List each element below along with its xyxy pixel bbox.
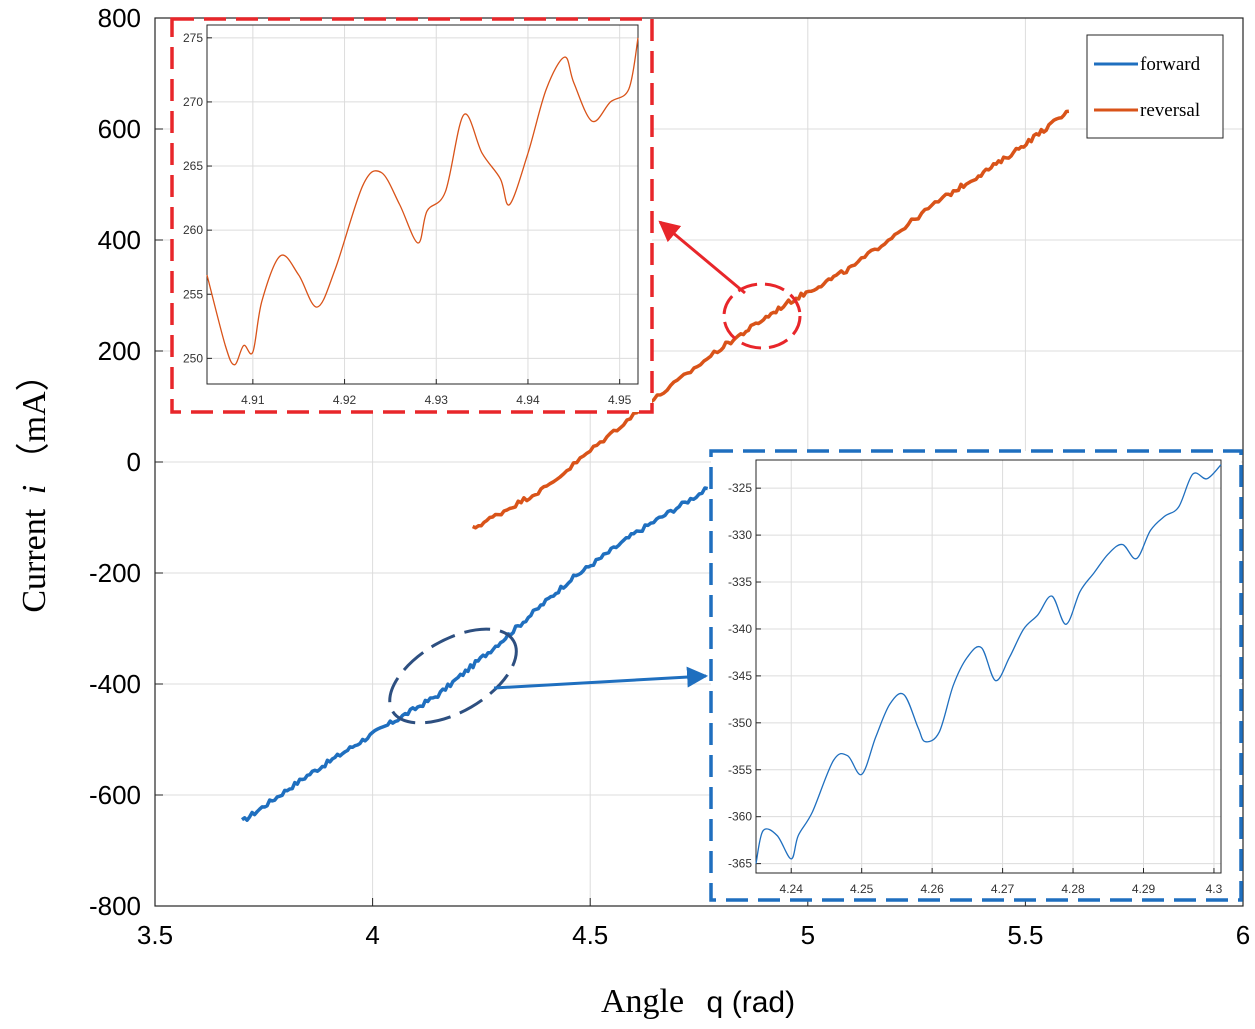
- main-y-tick-label: 400: [98, 225, 141, 255]
- forward-inset-plot: 4.24 4.25 4.26 4.27 4.28 4.29 4.3 -365 -360 -355 -…: [728, 459, 1223, 896]
- forward-inset-y-tick-label: -330: [728, 528, 752, 542]
- forward-inset-x-tick-label: 4.28: [1061, 882, 1085, 896]
- legend-box: [1086, 34, 1224, 139]
- reversal-inset-y-tick-label: 255: [183, 287, 203, 301]
- reversal-inset-x-tick-label: 4.93: [425, 393, 449, 407]
- main-y-axis: -800 -600 -400 -200 0 200 400 600 800: [89, 3, 163, 921]
- forward-inset-x-tick-label: 4.27: [991, 882, 1015, 896]
- main-series-reversal: [471, 109, 1070, 530]
- y-axis-title-unit: （mA）: [15, 357, 53, 476]
- forward-inset-y-tick-label: -325: [728, 481, 752, 495]
- x-axis-title-text: Angle: [601, 983, 684, 1020]
- reversal-inset-y-tick-label: 250: [183, 351, 203, 365]
- main-y-tick-label: 800: [98, 3, 141, 33]
- reversal-inset-axes-frame: [206, 24, 639, 385]
- forward-inset-curve: [755, 464, 1222, 864]
- main-x-tick-label: 5: [801, 920, 815, 950]
- reversal-inset-frame: [170, 17, 654, 414]
- main-y-tick-label: -200: [89, 558, 141, 588]
- forward-inset-axes: 4.24 4.25 4.26 4.27 4.28 4.29 4.3 -365 -360 -355 -…: [728, 481, 1223, 896]
- x-axis-title: Angle q (rad): [601, 983, 795, 1020]
- main-y-tick-label: 0: [127, 447, 141, 477]
- main-y-tick-label: 200: [98, 336, 141, 366]
- main-series-forward: [240, 486, 709, 822]
- reversal-inset-x-tick-label: 4.95: [608, 393, 632, 407]
- reversal-inset-axes: 4.91 4.92 4.93 4.94 4.95 250 255 260 265 270 275: [183, 31, 632, 407]
- reversal-inset-curve: [206, 37, 639, 366]
- reversal-inset-series: [206, 37, 639, 366]
- legend-forward-label: forward: [1140, 54, 1201, 75]
- x-axis-title-symbol: q: [707, 986, 724, 1019]
- main-y-tick-label: -600: [89, 780, 141, 810]
- main-x-tick-label: 5.5: [1007, 920, 1043, 950]
- forward-inset-grid: [756, 460, 1221, 873]
- main-x-axis: 3.5 4 4.5 5 5.5 6: [137, 898, 1250, 950]
- x-axis-title-unit: (rad): [732, 986, 795, 1019]
- forward-inset-axes-frame: [755, 459, 1222, 874]
- forward-inset-x-tick-label: 4.24: [780, 882, 804, 896]
- reversal-inset-y-tick-label: 270: [183, 95, 203, 109]
- reversal-inset-y-tick-label: 260: [183, 223, 203, 237]
- reversal-inset-grid: [207, 25, 638, 384]
- forward-inset-series: [755, 464, 1222, 864]
- main-x-tick-label: 4.5: [572, 920, 608, 950]
- forward-inset-y-tick-label: -345: [728, 669, 752, 683]
- forward-zoom-arrow: [493, 666, 709, 690]
- forward-inset-y-tick-label: -350: [728, 716, 752, 730]
- y-axis-title-text: Current: [16, 508, 53, 612]
- forward-inset-x-tick-label: 4.25: [850, 882, 874, 896]
- y-axis-title-symbol: i: [16, 485, 53, 494]
- main-x-tick-label: 6: [1236, 920, 1250, 950]
- y-axis-title: Current i （mA）: [15, 357, 53, 612]
- main-y-tick-label: -400: [89, 669, 141, 699]
- reversal-inset-y-tick-label: 265: [183, 159, 203, 173]
- reversal-inset-x-tick-label: 4.91: [241, 393, 265, 407]
- forward-zoom-ellipse: [388, 627, 518, 725]
- reversal-inset-y-tick-label: 275: [183, 31, 203, 45]
- reversal-inset-x-tick-label: 4.92: [333, 393, 357, 407]
- forward-inset-y-tick-label: -360: [728, 810, 752, 824]
- main-y-tick-label: -800: [89, 891, 141, 921]
- reversal-inset-plot: 4.91 4.92 4.93 4.94 4.95 250 255 260 265 270 275: [183, 24, 639, 407]
- main-x-tick-label: 4: [365, 920, 379, 950]
- forward-inset-x-tick-label: 4.29: [1132, 882, 1156, 896]
- forward-inset-y-tick-label: -355: [728, 763, 752, 777]
- main-y-tick-label: 600: [98, 114, 141, 144]
- legend-reversal-label: reversal: [1140, 100, 1200, 121]
- forward-inset-x-tick-label: 4.26: [920, 882, 944, 896]
- forward-inset-x-tick-label: 4.3: [1206, 882, 1223, 896]
- main-series-group: [240, 109, 1070, 822]
- forward-inset-y-tick-label: -340: [728, 622, 752, 636]
- reversal-zoom-arrow: [658, 220, 746, 295]
- reversal-zoom-ellipse: [722, 282, 802, 350]
- legend: forward reversal: [1086, 34, 1224, 139]
- main-x-tick-label: 3.5: [137, 920, 173, 950]
- forward-inset-y-tick-label: -335: [728, 575, 752, 589]
- forward-inset-y-tick-label: -365: [728, 857, 752, 871]
- reversal-inset-x-tick-label: 4.94: [516, 393, 540, 407]
